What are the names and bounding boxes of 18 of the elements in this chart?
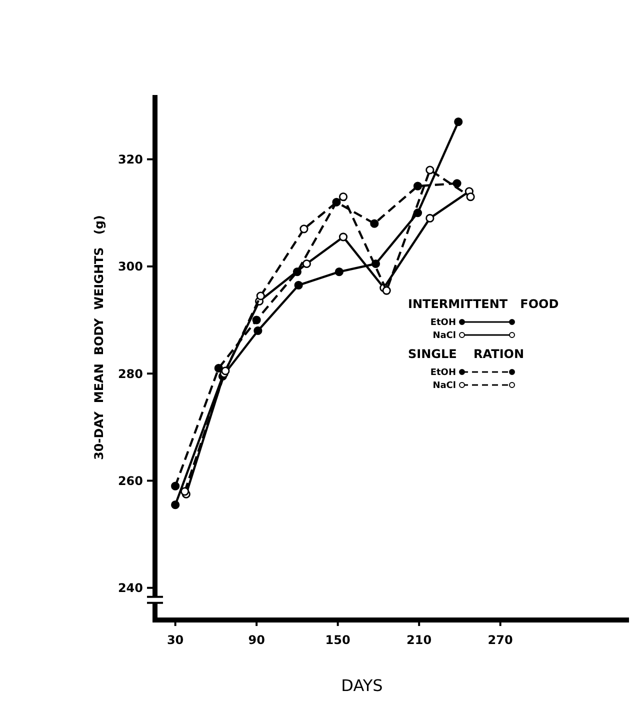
legend-label: EtOH [430,318,456,328]
y-axis-title: 30-DAY MEAN BODY WEIGHTS (g) [92,215,106,460]
annotation: INTERMITTENT FOOD [408,297,559,311]
annotation: SINGLE RATION [408,347,524,361]
x-axis-title: DAYS [341,676,383,695]
x-tick-label: 30 [166,633,184,647]
x-tick-label: 150 [325,633,350,647]
y-tick-label: 300 [118,260,143,274]
x-tick-label: 210 [406,633,432,647]
y-tick-label: 280 [118,366,143,381]
y-tick-label: 260 [118,474,143,488]
legend-label: NaCl [432,331,456,341]
x-tick-label: 270 [488,633,513,647]
x-tick-label: 90 [248,633,265,647]
legend-label: NaCl [432,381,456,391]
y-tick-label: 240 [118,581,143,596]
legend-label: EtOH [430,368,456,378]
y-tick-label: 320 [118,152,143,166]
